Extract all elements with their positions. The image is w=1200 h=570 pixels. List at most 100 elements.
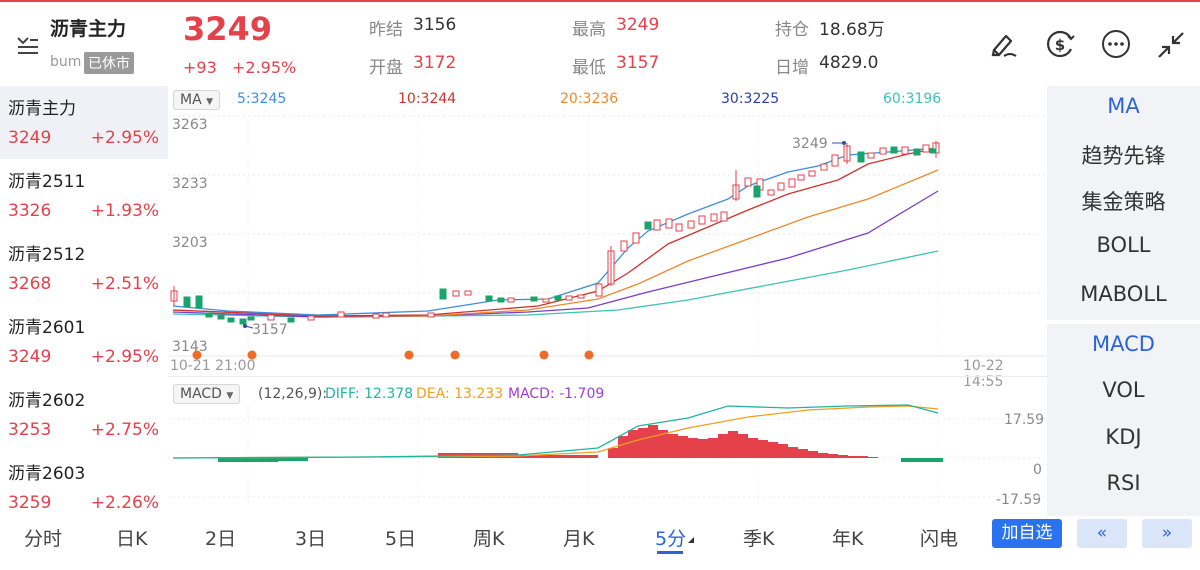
macd-y-tick: 0 bbox=[1033, 462, 1042, 478]
y-tick-label: 3203 bbox=[172, 235, 208, 251]
draw-icon[interactable] bbox=[988, 28, 1020, 60]
stat-value-low: 3157 bbox=[616, 53, 660, 73]
kline-chart[interactable]: 3249 3157 bbox=[168, 86, 1047, 376]
tab-quarterly-k[interactable]: 季K bbox=[743, 528, 775, 550]
macd-chart[interactable] bbox=[168, 376, 1047, 516]
macd-diff-value: DIFF: 12.378 bbox=[325, 386, 414, 402]
watchlist-item-name: 沥青2603 bbox=[8, 464, 86, 484]
macd-histogram-positive bbox=[438, 425, 878, 458]
macd-histogram-negative bbox=[218, 458, 943, 462]
tab-5min[interactable]: 5分 bbox=[655, 524, 694, 554]
watchlist: 沥青主力 3249 +2.95% 沥青2511 3326 +1.93% 沥青25… bbox=[0, 86, 168, 516]
watchlist-item-change: +1.93% bbox=[90, 201, 159, 221]
watchlist-item[interactable]: 沥青2512 3268 +2.51% bbox=[0, 232, 168, 305]
stat-label-low: 最低 bbox=[572, 58, 606, 78]
currency-icon[interactable]: $ bbox=[1043, 27, 1077, 61]
watchlist-item-name: 沥青2601 bbox=[8, 318, 86, 338]
watchlist-item-name: 沥青2511 bbox=[8, 172, 86, 192]
dropdown-arrow-icon: ▼ bbox=[226, 391, 234, 401]
watchlist-item[interactable]: 沥青2602 3253 +2.75% bbox=[0, 378, 168, 451]
watchlist-item-price: 3259 bbox=[8, 493, 52, 513]
tab-weekly-k[interactable]: 周K bbox=[473, 528, 505, 550]
macd-dea-line bbox=[172, 405, 939, 459]
macd-y-tick: 17.59 bbox=[1004, 412, 1045, 428]
watchlist-item-price: 3268 bbox=[8, 274, 52, 294]
more-icon[interactable] bbox=[1100, 28, 1132, 60]
watchlist-item-price: 3253 bbox=[8, 420, 52, 440]
ma20-line bbox=[172, 169, 939, 317]
stat-label-high: 最高 bbox=[572, 20, 606, 40]
last-price: 3249 bbox=[183, 10, 273, 48]
stat-value-high: 3249 bbox=[616, 15, 660, 35]
watchlist-item-name: 沥青2512 bbox=[8, 245, 86, 265]
event-markers bbox=[192, 350, 594, 360]
watchlist-item-change: +2.51% bbox=[90, 274, 159, 294]
tab-flash[interactable]: 闪电 bbox=[920, 528, 959, 550]
watchlist-item-change: +2.95% bbox=[90, 347, 159, 367]
candles-down bbox=[183, 146, 937, 325]
y-tick-label: 3233 bbox=[172, 176, 208, 192]
stat-value-open-interest: 18.68万 bbox=[819, 20, 885, 40]
collapse-icon[interactable] bbox=[1156, 30, 1186, 60]
stat-label-prev-settle: 昨结 bbox=[369, 20, 403, 40]
instrument-title: 沥青主力 bbox=[50, 18, 127, 40]
indicator-rsi[interactable]: RSI bbox=[1106, 471, 1141, 495]
instrument-code: bum bbox=[50, 54, 82, 70]
watchlist-item[interactable]: 沥青2603 3259 +2.26% bbox=[0, 451, 168, 524]
menu-icon[interactable] bbox=[16, 34, 40, 56]
prev-button[interactable]: « bbox=[1077, 519, 1127, 548]
tab-5min-label: 5分 bbox=[655, 528, 687, 550]
ma-indicator-label: MA bbox=[180, 92, 202, 108]
watchlist-item[interactable]: 沥青主力 3249 +2.95% bbox=[0, 86, 168, 159]
ma-indicator-dropdown[interactable]: MA ▼ bbox=[173, 90, 221, 110]
indicator-trend-pioneer[interactable]: 趋势先锋 bbox=[1081, 144, 1166, 168]
watchlist-item-price: 3326 bbox=[8, 201, 52, 221]
stat-label-open-interest: 持仓 bbox=[775, 20, 809, 40]
ma5-label: 5:3245 bbox=[237, 91, 287, 107]
low-marker-label: 3157 bbox=[252, 322, 288, 338]
watchlist-item-change: +2.26% bbox=[90, 493, 159, 513]
time-end-label: 10-22 14:55 bbox=[963, 358, 1004, 390]
y-tick-label: 3263 bbox=[172, 117, 208, 133]
dropdown-arrow-icon: ▼ bbox=[206, 97, 214, 107]
time-start-label: 10-21 21:00 bbox=[170, 358, 256, 374]
stat-value-open: 3172 bbox=[413, 53, 457, 73]
price-change-pct: +2.95% bbox=[232, 58, 297, 77]
watchlist-item[interactable]: 沥青2511 3326 +1.93% bbox=[0, 159, 168, 232]
macd-indicator-dropdown[interactable]: MACD ▼ bbox=[173, 384, 241, 404]
watchlist-item[interactable]: 沥青2601 3249 +2.95% bbox=[0, 305, 168, 378]
add-to-watchlist-button[interactable]: 加自选 bbox=[992, 519, 1062, 548]
ma60-line bbox=[172, 250, 939, 318]
tab-intraday[interactable]: 分时 bbox=[24, 528, 63, 550]
indicator-vol[interactable]: VOL bbox=[1102, 378, 1145, 402]
tab-monthly-k[interactable]: 月K bbox=[563, 528, 595, 550]
indicator-kdj[interactable]: KDJ bbox=[1105, 425, 1142, 449]
tab-2day[interactable]: 2日 bbox=[205, 528, 237, 550]
high-marker-label: 3249 bbox=[792, 136, 828, 152]
tab-3day[interactable]: 3日 bbox=[295, 528, 327, 550]
stat-label-daily-increase: 日增 bbox=[775, 58, 809, 78]
tab-yearly-k[interactable]: 年K bbox=[832, 528, 864, 550]
ma60-label: 60:3196 bbox=[883, 91, 942, 107]
indicator-jijin-strategy[interactable]: 集金策略 bbox=[1081, 190, 1166, 214]
indicator-macd[interactable]: MACD bbox=[1092, 332, 1155, 356]
market-status-badge: 已休市 bbox=[84, 52, 134, 74]
macd-y-tick: -17.59 bbox=[996, 492, 1042, 508]
tab-5day[interactable]: 5日 bbox=[385, 528, 417, 550]
watchlist-item-price: 3249 bbox=[8, 128, 52, 148]
next-button[interactable]: » bbox=[1142, 519, 1192, 548]
indicator-boll[interactable]: BOLL bbox=[1096, 233, 1151, 257]
tab-active-underline bbox=[657, 551, 683, 554]
ma10-line bbox=[172, 147, 939, 317]
macd-macd-value: MACD: -1.709 bbox=[508, 386, 605, 402]
indicator-panel: MA 趋势先锋 集金策略 BOLL MABOLL MACD VOL KDJ RS… bbox=[1047, 86, 1200, 516]
watchlist-item-name: 沥青主力 bbox=[8, 99, 76, 119]
macd-indicator-label: MACD bbox=[180, 386, 222, 402]
stat-value-prev-settle: 3156 bbox=[413, 15, 457, 35]
ma10-label: 10:3244 bbox=[398, 91, 457, 107]
indicator-maboll[interactable]: MABOLL bbox=[1080, 282, 1167, 306]
tab-daily-k[interactable]: 日K bbox=[116, 528, 148, 550]
macd-diff-line bbox=[172, 404, 939, 459]
indicator-ma[interactable]: MA bbox=[1107, 94, 1140, 118]
quote-header: 沥青主力 bum 已休市 3249 +93 +2.95% 昨结 3156 开盘 … bbox=[0, 0, 1200, 86]
